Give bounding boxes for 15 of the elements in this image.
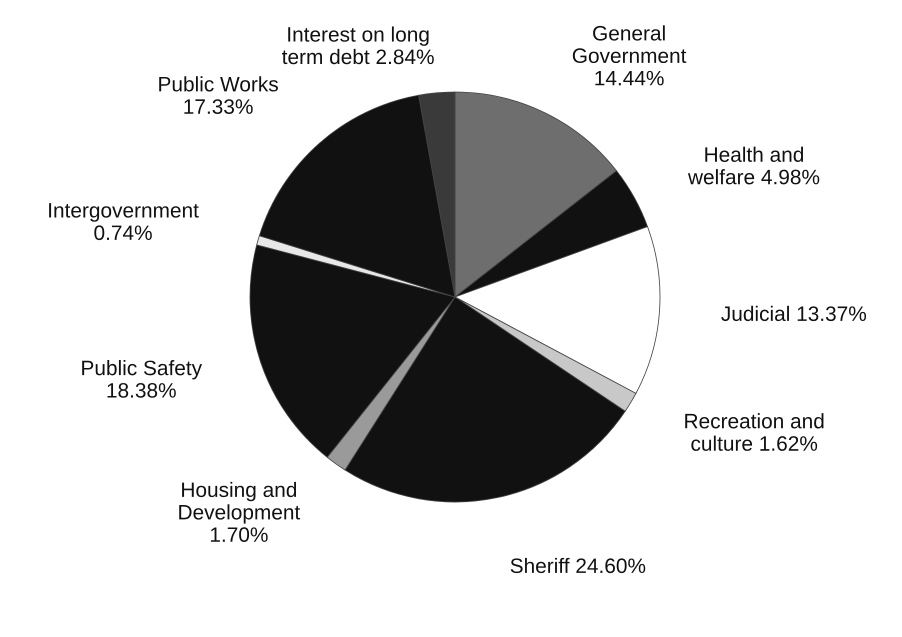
slice-label: Judicial 13.37% xyxy=(721,306,866,322)
data-label: 1.70% xyxy=(210,527,268,542)
slice-label: Sheriff 24.60% xyxy=(510,558,646,574)
data-label: 17.33% xyxy=(184,99,253,114)
slice-label: Housing and Development xyxy=(179,482,300,524)
slice-label: Public Works xyxy=(159,76,278,92)
data-label: 18.38% xyxy=(108,383,176,398)
slice-label: Public Safety xyxy=(82,360,202,380)
slice-label: General Government xyxy=(572,25,686,64)
data-label: 14.44% xyxy=(595,70,664,86)
data-label: 0.74% xyxy=(94,225,152,240)
slice-label: Interest on long term debt 2.84% xyxy=(282,26,434,64)
slice-label: Recreation and culture 1.62% xyxy=(685,413,824,451)
slice-label: Intergovernment xyxy=(49,203,199,222)
slice-label: Health and welfare 4.98% xyxy=(688,146,820,184)
